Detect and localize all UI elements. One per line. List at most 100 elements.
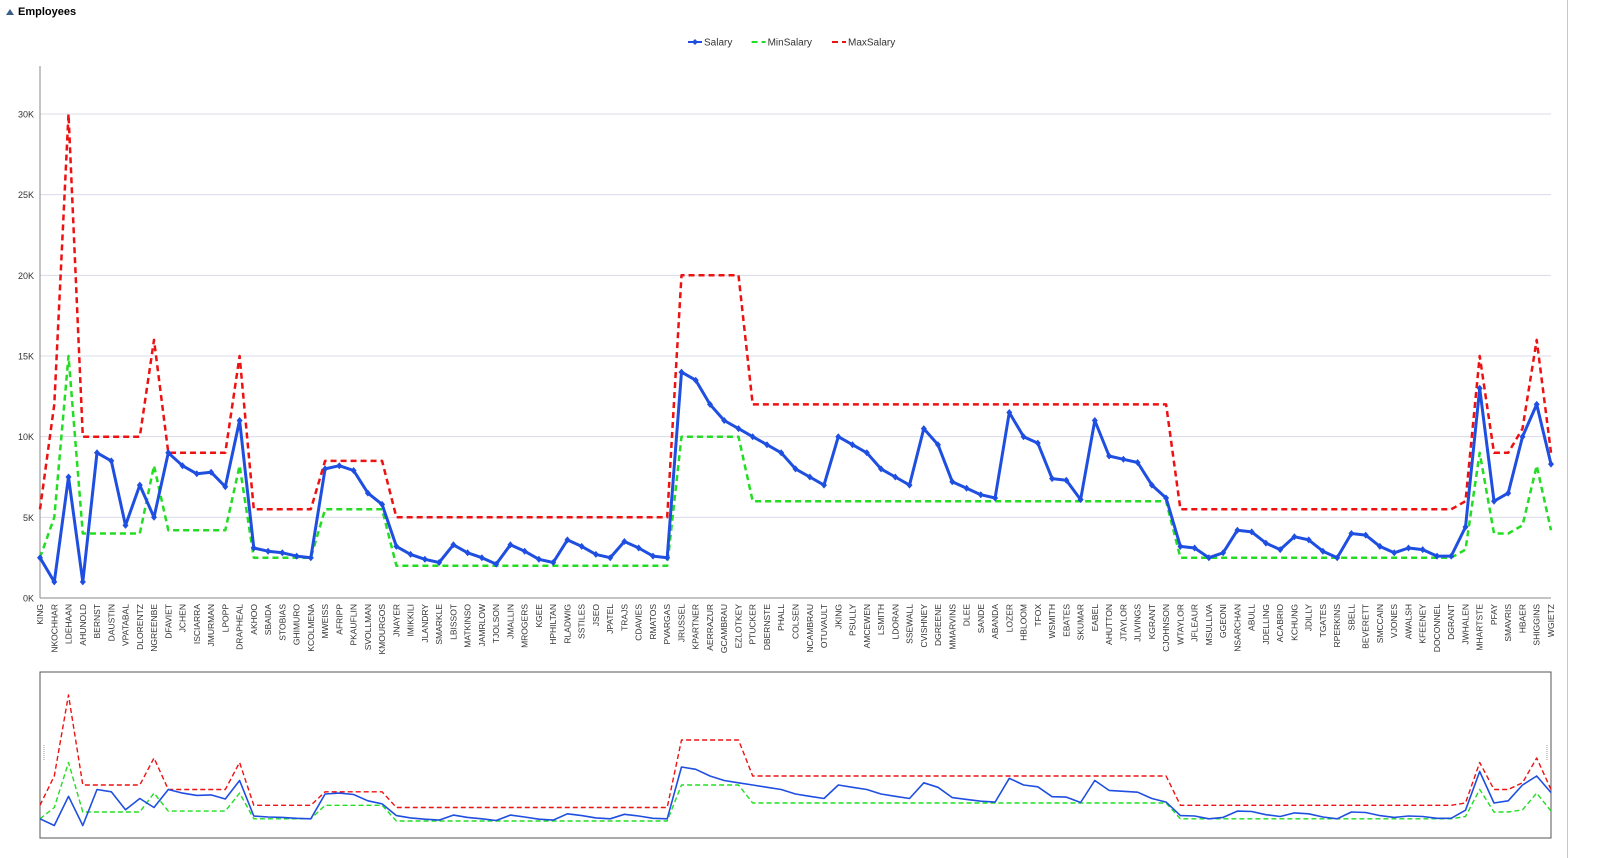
salary-point[interactable]: [521, 547, 528, 555]
salary-point[interactable]: [1020, 433, 1027, 441]
legend-item-minsalary[interactable]: MinSalary: [751, 38, 812, 49]
salary-point[interactable]: [806, 473, 813, 481]
salary-point[interactable]: [1205, 554, 1212, 562]
salary-point[interactable]: [949, 478, 956, 486]
salary-point[interactable]: [136, 481, 143, 489]
salary-point[interactable]: [193, 470, 200, 478]
salary-point[interactable]: [1191, 544, 1198, 552]
salary-point[interactable]: [37, 554, 43, 562]
salary-point[interactable]: [721, 417, 728, 424]
salary-point[interactable]: [592, 550, 599, 558]
salary-point[interactable]: [550, 559, 557, 566]
salary-point[interactable]: [1462, 523, 1469, 531]
salary-point[interactable]: [478, 554, 485, 562]
salary-point[interactable]: [792, 465, 799, 473]
salary-point[interactable]: [350, 467, 357, 474]
salary-point[interactable]: [564, 536, 571, 544]
salary-point[interactable]: [1476, 384, 1483, 392]
salary-point[interactable]: [963, 484, 970, 492]
salary-point[interactable]: [735, 425, 742, 433]
salary-point[interactable]: [1006, 409, 1013, 416]
salary-point[interactable]: [650, 552, 656, 560]
salary-point[interactable]: [265, 547, 272, 555]
salary-point[interactable]: [621, 538, 628, 545]
salary-point[interactable]: [279, 549, 286, 557]
salary-point[interactable]: [1376, 542, 1383, 550]
salary-point[interactable]: [151, 513, 157, 521]
salary-point[interactable]: [1120, 455, 1127, 463]
salary-point[interactable]: [122, 521, 129, 529]
salary-point[interactable]: [1405, 544, 1412, 552]
salary-point[interactable]: [179, 462, 186, 470]
salary-point[interactable]: [892, 473, 899, 481]
salary-point[interactable]: [1391, 549, 1398, 557]
salary-point[interactable]: [1334, 554, 1341, 562]
salary-point[interactable]: [322, 465, 329, 473]
salary-point[interactable]: [1434, 552, 1440, 560]
salary-point[interactable]: [863, 449, 870, 457]
salary-point[interactable]: [977, 491, 984, 499]
salary-point[interactable]: [1262, 539, 1269, 547]
salary-point[interactable]: [1148, 481, 1155, 489]
salary-point[interactable]: [1419, 546, 1426, 554]
salary-point[interactable]: [1491, 497, 1497, 505]
salary-point[interactable]: [849, 441, 856, 449]
salary-point[interactable]: [65, 473, 72, 481]
salary-point[interactable]: [1305, 536, 1312, 544]
salary-point[interactable]: [1505, 489, 1512, 497]
salary-point[interactable]: [1234, 526, 1241, 534]
salary-point[interactable]: [407, 550, 414, 558]
salary-point[interactable]: [1533, 400, 1540, 408]
salary-point[interactable]: [707, 400, 713, 408]
salary-point[interactable]: [336, 462, 343, 470]
salary-point[interactable]: [1091, 417, 1098, 424]
salary-point[interactable]: [1077, 496, 1084, 504]
salary-point[interactable]: [906, 481, 913, 489]
collapse-icon[interactable]: [6, 9, 14, 15]
salary-point[interactable]: [250, 544, 257, 552]
salary-point[interactable]: [421, 555, 428, 563]
salary-point[interactable]: [94, 449, 100, 457]
salary-point[interactable]: [307, 554, 314, 562]
salary-point[interactable]: [578, 542, 585, 550]
salary-point[interactable]: [393, 542, 400, 550]
salary-point[interactable]: [835, 433, 842, 441]
salary-point[interactable]: [992, 494, 999, 502]
salary-point[interactable]: [1063, 476, 1070, 484]
salary-point[interactable]: [1163, 494, 1170, 502]
legend-item-maxsalary[interactable]: MaxSalary: [832, 38, 895, 49]
salary-point[interactable]: [1277, 546, 1284, 554]
salary-point[interactable]: [1034, 439, 1041, 447]
salary-point[interactable]: [79, 578, 86, 586]
salary-point[interactable]: [236, 417, 243, 424]
salary-point[interactable]: [1248, 528, 1255, 536]
salary-point[interactable]: [1519, 433, 1526, 441]
salary-point[interactable]: [778, 449, 785, 457]
salary-point[interactable]: [764, 441, 770, 449]
salary-point[interactable]: [507, 541, 514, 549]
salary-point[interactable]: [878, 465, 884, 473]
salary-point[interactable]: [293, 552, 300, 560]
salary-point[interactable]: [1348, 530, 1355, 537]
salary-point[interactable]: [51, 578, 58, 586]
salary-point[interactable]: [678, 368, 685, 376]
salary-point[interactable]: [1291, 533, 1298, 541]
salary-point[interactable]: [1177, 542, 1184, 550]
salary-point[interactable]: [664, 554, 671, 562]
salary-point[interactable]: [450, 541, 457, 549]
salary-point[interactable]: [821, 481, 827, 489]
salary-point[interactable]: [493, 560, 500, 568]
salary-point[interactable]: [108, 457, 115, 465]
salary-point[interactable]: [1548, 460, 1554, 468]
salary-point[interactable]: [436, 559, 443, 566]
salary-point[interactable]: [935, 441, 941, 449]
salary-point[interactable]: [165, 449, 172, 457]
salary-point[interactable]: [208, 468, 215, 476]
salary-point[interactable]: [364, 489, 371, 497]
salary-point[interactable]: [692, 376, 699, 384]
legend-item-salary[interactable]: Salary: [688, 38, 732, 49]
salary-point[interactable]: [1319, 547, 1326, 555]
salary-point[interactable]: [1220, 549, 1227, 557]
salary-point[interactable]: [1049, 475, 1056, 483]
salary-point[interactable]: [607, 554, 614, 562]
